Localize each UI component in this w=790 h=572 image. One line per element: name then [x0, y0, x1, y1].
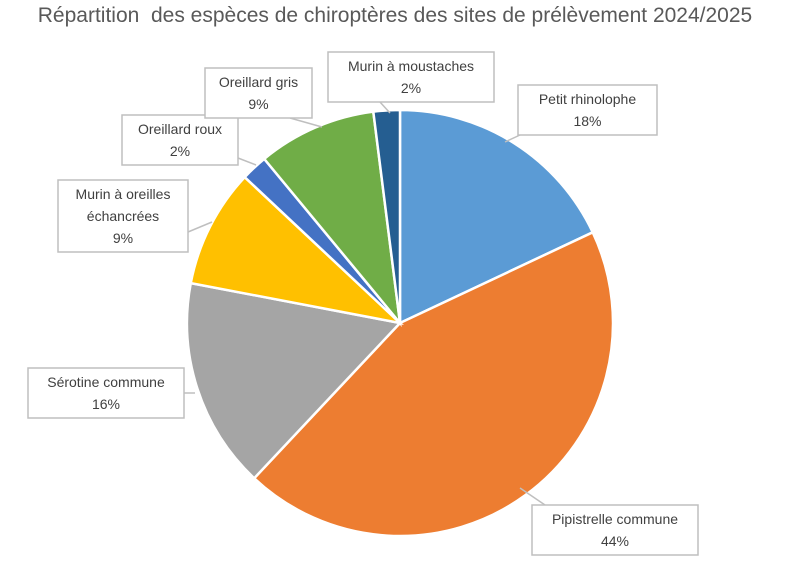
pie-slice-6: [371, 108, 402, 324]
data-callout-5: [204, 67, 313, 119]
data-callout-1: [531, 504, 699, 556]
data-label-value: 2%: [401, 80, 421, 96]
data-label-value: 18%: [573, 113, 601, 129]
data-label-name: Sérotine commune: [47, 374, 165, 390]
data-label-value: 44%: [601, 533, 629, 549]
data-callout-3: [57, 179, 189, 253]
pie-slice-0: [398, 108, 595, 325]
data-label-name: Murin à oreilles: [76, 186, 171, 202]
pie-slice-5: [262, 110, 402, 328]
leader-line-5: [289, 117, 323, 128]
data-callout-0: [517, 84, 658, 136]
data-callout-2: [27, 367, 185, 419]
leader-line-3: [187, 221, 213, 233]
pie-slice-3: [189, 175, 404, 326]
leader-line-6: [379, 101, 391, 114]
chart-title: Répartition des espèces de chiroptères d…: [37, 4, 753, 27]
data-label-value: 9%: [113, 230, 133, 246]
data-label-name: Oreillard roux: [138, 121, 222, 137]
leader-line-4: [237, 157, 257, 166]
data-label-name: échancrées: [87, 208, 159, 224]
pie-slice-2: [185, 281, 403, 481]
data-callout-4: [121, 114, 239, 166]
leader-line-0: [504, 134, 521, 143]
data-label-value: 2%: [170, 143, 190, 159]
data-label-value: 9%: [248, 96, 268, 112]
data-label-name: Murin à moustaches: [348, 58, 474, 74]
leader-line-1: [519, 487, 546, 506]
pie-slice-1: [252, 230, 615, 538]
data-label-name: Oreillard gris: [219, 74, 298, 90]
data-label-value: 16%: [92, 396, 120, 412]
data-callout-6: [327, 51, 495, 103]
data-label-name: Petit rhinolophe: [539, 91, 637, 107]
data-label-name: Pipistrelle commune: [552, 511, 678, 527]
